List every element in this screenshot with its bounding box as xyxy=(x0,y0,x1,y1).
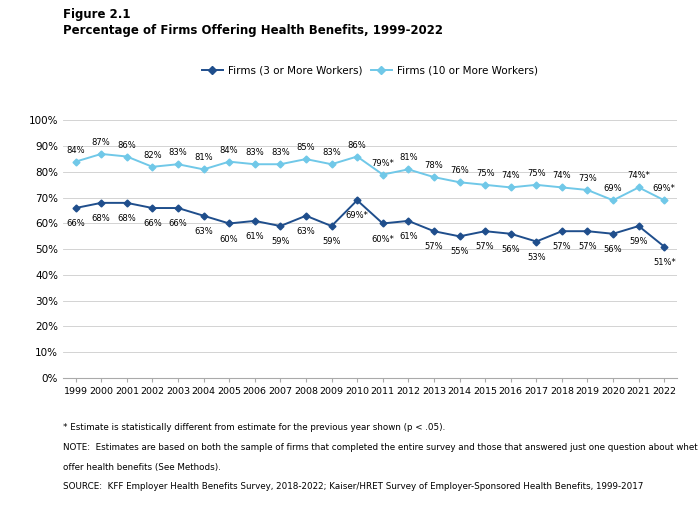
Text: 56%: 56% xyxy=(604,245,623,254)
Text: 69%*: 69%* xyxy=(346,212,369,220)
Text: 74%*: 74%* xyxy=(628,172,650,181)
Text: 85%: 85% xyxy=(297,143,315,152)
Text: 83%: 83% xyxy=(246,148,264,158)
Text: 59%: 59% xyxy=(630,237,648,246)
Text: Percentage of Firms Offering Health Benefits, 1999-2022: Percentage of Firms Offering Health Bene… xyxy=(63,24,443,37)
Text: 76%: 76% xyxy=(450,166,469,175)
Legend: Firms (3 or More Workers), Firms (10 or More Workers): Firms (3 or More Workers), Firms (10 or … xyxy=(198,61,542,79)
Text: 63%: 63% xyxy=(297,227,315,236)
Text: 84%: 84% xyxy=(220,146,239,155)
Text: 82%: 82% xyxy=(143,151,162,160)
Text: 60%: 60% xyxy=(220,235,239,244)
Text: 55%: 55% xyxy=(450,247,469,256)
Text: 61%: 61% xyxy=(399,232,417,241)
Text: 57%: 57% xyxy=(578,243,597,251)
Text: 74%: 74% xyxy=(501,172,520,181)
Text: 73%: 73% xyxy=(578,174,597,183)
Text: 87%: 87% xyxy=(92,138,110,147)
Text: * Estimate is statistically different from estimate for the previous year shown : * Estimate is statistically different fr… xyxy=(63,423,445,432)
Text: 69%*: 69%* xyxy=(653,184,676,193)
Text: 57%: 57% xyxy=(424,243,443,251)
Text: 66%: 66% xyxy=(169,219,187,228)
Text: 59%: 59% xyxy=(322,237,341,246)
Text: 56%: 56% xyxy=(501,245,520,254)
Text: NOTE:  Estimates are based on both the sample of firms that completed the entire: NOTE: Estimates are based on both the sa… xyxy=(63,443,698,452)
Text: 86%: 86% xyxy=(117,141,136,150)
Text: 68%: 68% xyxy=(92,214,110,223)
Text: 66%: 66% xyxy=(143,219,162,228)
Text: 61%: 61% xyxy=(246,232,264,241)
Text: 63%: 63% xyxy=(194,227,213,236)
Text: 79%*: 79%* xyxy=(371,159,394,167)
Text: 66%: 66% xyxy=(66,219,85,228)
Text: 68%: 68% xyxy=(117,214,136,223)
Text: 84%: 84% xyxy=(66,146,85,155)
Text: offer health benefits (See Methods).: offer health benefits (See Methods). xyxy=(63,463,221,471)
Text: 83%: 83% xyxy=(271,148,290,158)
Text: 69%: 69% xyxy=(604,184,623,193)
Text: 83%: 83% xyxy=(322,148,341,158)
Text: 59%: 59% xyxy=(271,237,290,246)
Text: 86%: 86% xyxy=(348,141,366,150)
Text: 60%*: 60%* xyxy=(371,235,394,244)
Text: 57%: 57% xyxy=(476,243,494,251)
Text: 75%: 75% xyxy=(527,169,546,178)
Text: 81%: 81% xyxy=(399,153,417,162)
Text: 78%: 78% xyxy=(424,161,443,170)
Text: SOURCE:  KFF Employer Health Benefits Survey, 2018-2022; Kaiser/HRET Survey of E: SOURCE: KFF Employer Health Benefits Sur… xyxy=(63,482,643,491)
Text: 51%*: 51%* xyxy=(653,258,676,267)
Text: 74%: 74% xyxy=(553,172,571,181)
Text: Figure 2.1: Figure 2.1 xyxy=(63,8,131,21)
Text: 83%: 83% xyxy=(169,148,187,158)
Text: 81%: 81% xyxy=(194,153,213,162)
Text: 75%: 75% xyxy=(476,169,494,178)
Text: 57%: 57% xyxy=(553,243,571,251)
Text: 53%: 53% xyxy=(527,253,546,261)
